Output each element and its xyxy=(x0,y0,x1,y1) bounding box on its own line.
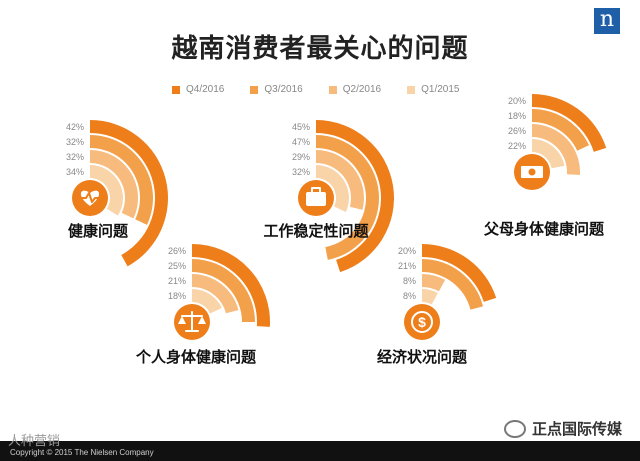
footer-copyright: Copyright © 2015 The Nielsen Company xyxy=(10,448,154,457)
arc-2-q4-2016 xyxy=(316,120,394,273)
svg-text:$: $ xyxy=(418,314,426,330)
arc-3-q1-2015 xyxy=(532,139,565,169)
scale-icon xyxy=(178,311,206,332)
nielsen-logo: n xyxy=(594,8,620,34)
briefcase-icon xyxy=(306,187,326,206)
data-label: 20% xyxy=(508,96,526,106)
data-label: 29% xyxy=(292,152,310,162)
arc-5-q1-2015 xyxy=(422,289,438,305)
chart-group-3: 20% 18% 26% 22% 父母身体健康问题 xyxy=(483,94,607,238)
data-label: 26% xyxy=(508,126,526,136)
legend-item-q2-2016: Q2/2016 xyxy=(328,84,382,95)
arc-3-q4-2016 xyxy=(532,94,607,152)
arc-5-q2-2016 xyxy=(422,274,446,292)
legend-item-q1-2015: Q1/2015 xyxy=(407,84,460,95)
wechat-icon xyxy=(503,419,526,438)
arc-5-q4-2016 xyxy=(422,244,497,302)
group-label: 个人身体健康问题 xyxy=(135,348,257,366)
data-label: 47% xyxy=(292,137,310,147)
legend-label: Q4/2016 xyxy=(186,84,225,95)
chart-group-5: 20% 21% 8% 8% $ 经济状况问题 xyxy=(377,244,497,366)
arc-4-q3-2016 xyxy=(192,259,255,322)
arc-3-q2-2016 xyxy=(532,124,580,176)
data-label: 18% xyxy=(508,111,526,121)
data-label: 42% xyxy=(66,122,84,132)
data-label: 8% xyxy=(403,276,416,286)
legend-item-q4-2016: Q4/2016 xyxy=(172,84,224,95)
data-label: 8% xyxy=(403,291,416,301)
group-label: 父母身体健康问题 xyxy=(483,220,605,238)
chart-group-4: 26% 25% 21% 18% 个人身体健康问题 xyxy=(135,244,270,366)
page-title: 越南消费者最关心的问题 xyxy=(171,34,469,64)
data-label: 25% xyxy=(168,261,186,271)
arc-4-q2-2016 xyxy=(192,274,239,314)
arc-1-q4-2016 xyxy=(90,120,169,267)
data-label: 32% xyxy=(292,167,310,177)
icon-circle xyxy=(404,304,440,340)
group-label: 工作稳定性问题 xyxy=(263,222,369,240)
arc-4-q1-2015 xyxy=(192,289,222,314)
legend-swatch-q1-2015 xyxy=(407,85,416,94)
group-label: 经济状况问题 xyxy=(377,348,468,366)
arc-2-q3-2016 xyxy=(316,135,379,260)
chart-group-2: 45% 47% 29% 32% 工作稳定性问题 xyxy=(263,120,394,273)
data-label: 45% xyxy=(292,122,310,132)
watermark-source: 人种营销 xyxy=(8,433,61,448)
arc-1-q1-2015 xyxy=(90,165,123,216)
arc-2-q1-2015 xyxy=(316,165,349,213)
legend-label: Q2/2016 xyxy=(342,84,382,95)
data-label: 20% xyxy=(398,246,416,256)
watermark-brand: 正点国际传媒 xyxy=(503,418,622,439)
group-label: 健康问题 xyxy=(68,222,129,240)
arc-5-q3-2016 xyxy=(422,259,484,310)
legend-swatch-q2-2016 xyxy=(328,85,337,94)
data-label: 32% xyxy=(66,137,84,147)
arc-1-q3-2016 xyxy=(90,135,153,225)
legend-item-q3-2016: Q3/2016 xyxy=(250,84,303,95)
footer-bar xyxy=(0,441,640,461)
legend-label: Q3/2016 xyxy=(264,84,303,95)
data-label: 21% xyxy=(398,261,416,271)
watermark-brand-text: 正点国际传媒 xyxy=(531,421,622,438)
heart-pulse-icon xyxy=(77,190,103,206)
legend-label: Q1/2015 xyxy=(421,84,460,95)
dollar-coin-icon: $ xyxy=(411,311,433,333)
legend-swatch-q3-2016 xyxy=(250,85,259,94)
data-label: 34% xyxy=(66,167,84,177)
arc-2-q2-2016 xyxy=(316,150,365,210)
arc-4-q4-2016 xyxy=(192,244,270,327)
money-icon xyxy=(521,166,543,178)
arc-1-q2-2016 xyxy=(90,150,138,219)
data-label: 22% xyxy=(508,141,526,151)
data-label: 18% xyxy=(168,291,186,301)
data-label: 26% xyxy=(168,246,186,256)
legend: Q4/2016 Q3/2016 Q2/2016 Q1/2015 xyxy=(172,84,460,95)
arc-3-q3-2016 xyxy=(532,109,590,151)
legend-swatch-q4-2016 xyxy=(172,85,180,94)
data-label: 21% xyxy=(168,276,186,286)
data-label: 32% xyxy=(66,152,84,162)
chart-group-1: 42% 32% 32% 34% 健康问题 xyxy=(66,120,169,267)
